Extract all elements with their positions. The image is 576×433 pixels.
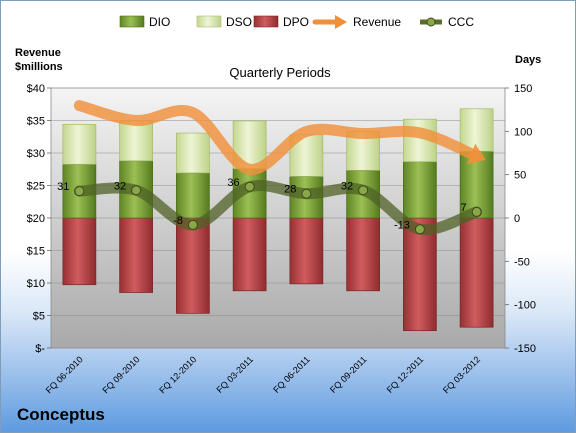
ccc-line xyxy=(73,180,483,236)
ccc-data-label: 32 xyxy=(341,180,353,192)
bar-dpo xyxy=(119,217,153,293)
right-tick-label: 150 xyxy=(514,83,532,95)
chart-legend: DIO DSO DPO Revenue CCC xyxy=(119,15,474,29)
bar-dpo xyxy=(403,217,437,332)
ccc-marker xyxy=(358,185,369,196)
right-tick-label: -150 xyxy=(514,343,536,355)
company-name: Conceptus xyxy=(17,405,105,424)
bar-dio xyxy=(403,161,437,219)
ccc-data-label: 7 xyxy=(461,202,467,214)
left-axis-ticks: $40 $35 $30 $25 $20 $15 $10 $5 $- xyxy=(27,83,51,355)
ccc-data-label: 36 xyxy=(227,177,239,189)
legend-label-dpo: DPO xyxy=(283,15,309,29)
left-tick-label: $40 xyxy=(27,83,45,95)
bar-dso xyxy=(459,108,494,152)
bar-dpo xyxy=(176,217,210,314)
right-tick-label: 50 xyxy=(514,170,526,182)
ccc-marker xyxy=(471,206,482,217)
legend-swatch-dio xyxy=(119,15,145,28)
x-tick-label: FQ 03-2012 xyxy=(441,354,482,395)
bar-dpo xyxy=(289,217,324,285)
right-tick-label: 100 xyxy=(514,126,532,138)
ccc-marker xyxy=(131,185,142,196)
ccc-marker xyxy=(187,219,198,230)
right-axis-ticks: 150 100 50 0 -50 -100 -150 xyxy=(505,83,536,355)
right-tick-label: 0 xyxy=(514,213,520,225)
left-axis-title-line2: $millions xyxy=(15,61,63,73)
left-axis-title-line1: Revenue xyxy=(15,47,61,59)
revenue-series xyxy=(73,100,486,175)
legend-swatch-revenue xyxy=(312,15,347,29)
bar-dpo xyxy=(232,217,267,292)
x-tick-label: FQ 12-2011 xyxy=(385,354,426,395)
left-tick-label: $10 xyxy=(27,278,45,290)
ccc-data-label: -13 xyxy=(394,219,410,231)
legend-swatch-dpo xyxy=(253,15,279,28)
x-tick-label: FQ 09-2011 xyxy=(328,354,369,395)
x-tick-label: FQ 09-2010 xyxy=(101,354,142,395)
bar-dso xyxy=(176,132,210,174)
x-tick-label: FQ 03-2011 xyxy=(214,354,255,395)
legend-label-revenue: Revenue xyxy=(353,15,401,29)
right-tick-label: -100 xyxy=(514,300,536,312)
left-tick-label: $20 xyxy=(27,213,45,225)
revenue-arrowhead xyxy=(466,143,486,165)
legend-swatch-ccc xyxy=(420,17,442,27)
right-tick-label: -50 xyxy=(514,256,530,268)
revenue-line xyxy=(73,100,483,175)
right-axis-title: Days xyxy=(515,54,541,66)
ccc-data-label: -8 xyxy=(173,215,183,227)
ccc-marker xyxy=(414,224,425,235)
ccc-marker xyxy=(301,188,312,199)
bar-dpo xyxy=(62,217,97,286)
left-tick-label: $15 xyxy=(27,246,45,258)
chart-title: Quarterly Periods xyxy=(229,65,331,80)
x-axis-labels: FQ 06-2010 FQ 09-2010 FQ 12-2010 FQ 03-2011… xyxy=(44,354,482,395)
bar-dpo xyxy=(346,217,380,292)
bar-dso xyxy=(119,120,153,162)
bar-dpo xyxy=(459,217,494,328)
ccc-marker xyxy=(74,186,85,197)
ccc-marker xyxy=(244,181,255,192)
legend-swatch-dso xyxy=(196,15,222,28)
bar-dio xyxy=(176,172,210,219)
legend-label-ccc: CCC xyxy=(448,15,474,29)
x-tick-label: FQ 12-2010 xyxy=(157,354,198,395)
ccc-data-label: 28 xyxy=(284,184,296,196)
left-tick-label: $5 xyxy=(33,311,45,323)
ccc-data-label: 31 xyxy=(57,181,69,193)
legend-label-dso: DSO xyxy=(226,15,252,29)
left-tick-label: $30 xyxy=(27,148,45,160)
left-tick-label: $- xyxy=(35,343,45,355)
x-tick-label: FQ 06-2010 xyxy=(44,354,85,395)
ccc-data-label: 32 xyxy=(114,180,126,192)
ccc-series: 31 32 -8 36 28 32 -13 7 xyxy=(57,177,483,236)
left-tick-label: $35 xyxy=(27,116,45,128)
legend-label-dio: DIO xyxy=(149,15,170,29)
bar-dso xyxy=(62,124,97,165)
x-tick-label: FQ 06-2011 xyxy=(271,354,312,395)
left-tick-label: $25 xyxy=(27,181,45,193)
